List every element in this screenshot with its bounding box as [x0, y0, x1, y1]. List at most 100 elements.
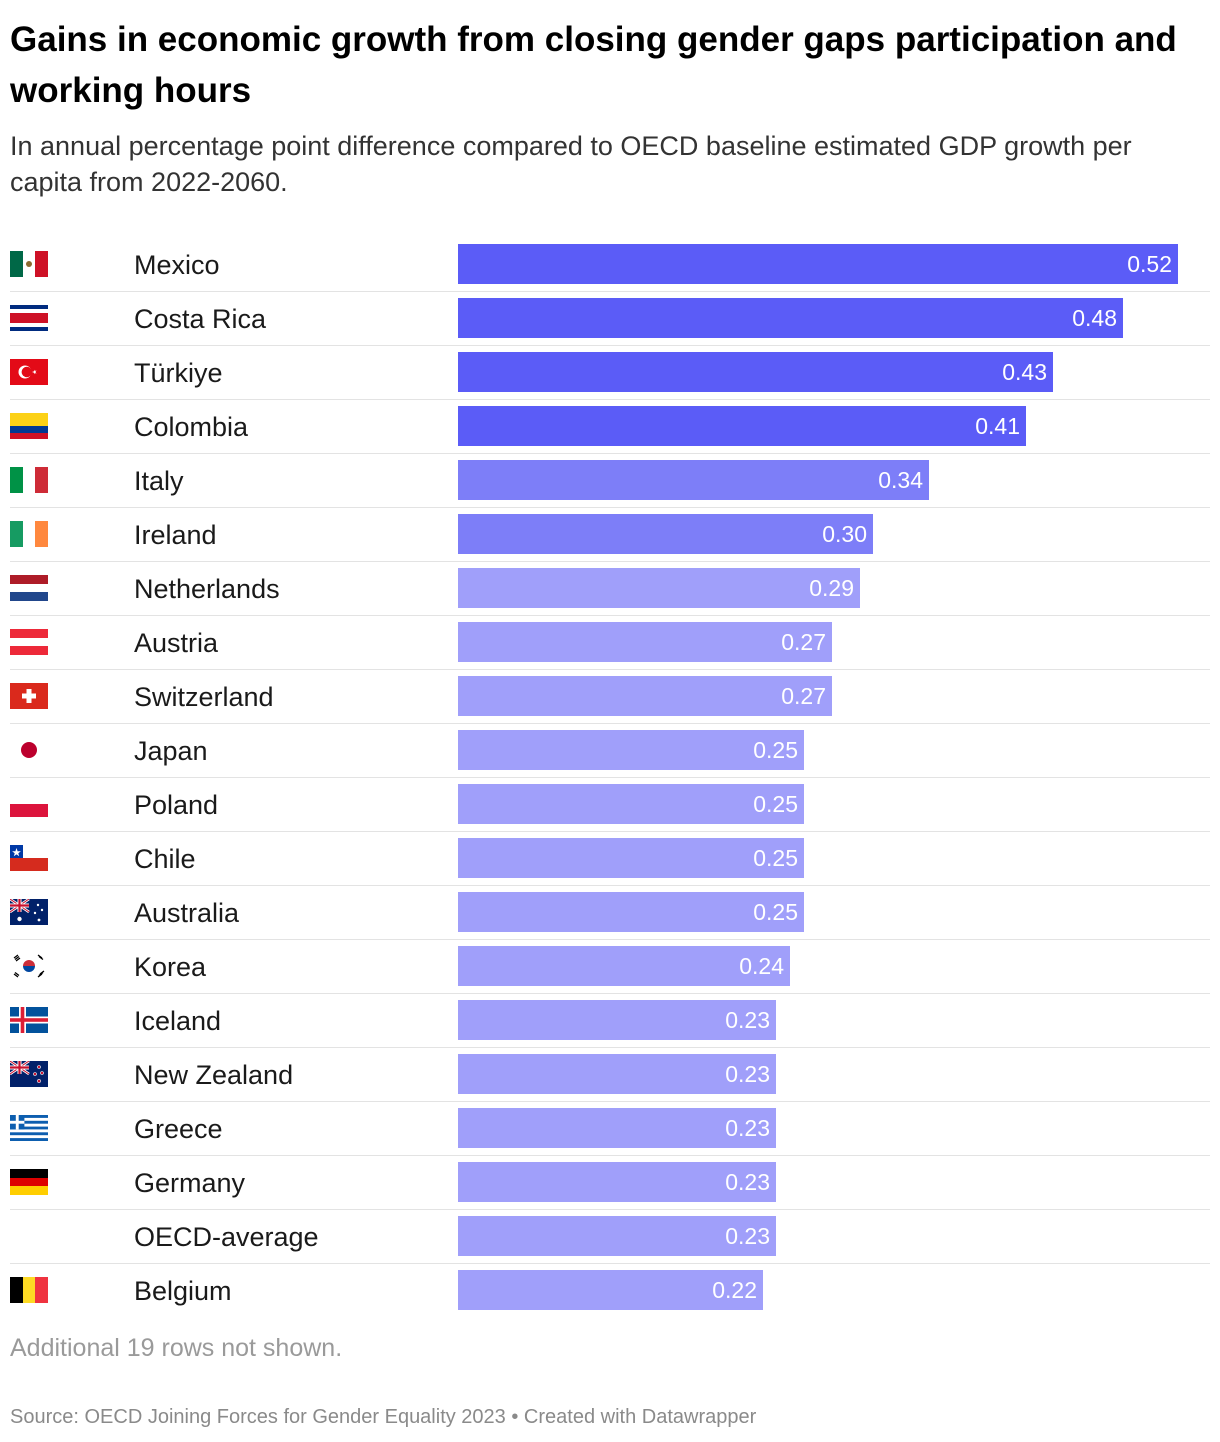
chart-row: Japan 0.25 [10, 724, 1210, 778]
value-label: 0.27 [781, 683, 826, 709]
row-label: Iceland [134, 1006, 222, 1036]
chart-row: Iceland 0.23 [10, 994, 1210, 1048]
bar: 0.29 [458, 568, 860, 608]
greece-flag [10, 1115, 48, 1141]
row-label: Chile [134, 844, 196, 874]
chart-row: Poland 0.25 [10, 778, 1210, 832]
chart-row: Australia 0.25 [9, 886, 1210, 940]
chart-row: Colombia 0.41 [10, 400, 1210, 454]
chart-row: Switzerland 0.27 [10, 670, 1210, 724]
row-label: Japan [134, 736, 208, 766]
chart-row: Netherlands 0.29 [10, 562, 1210, 616]
value-label: 0.22 [712, 1277, 757, 1303]
footnote: Additional 19 rows not shown. [10, 1334, 343, 1362]
row-label: Italy [134, 466, 184, 496]
bar: 0.22 [458, 1270, 763, 1310]
bar: 0.23 [458, 1216, 776, 1256]
chart-row: Mexico 0.52 [10, 238, 1210, 292]
bar: 0.25 [458, 838, 804, 878]
row-label: Ireland [134, 520, 217, 550]
korea-flag [10, 953, 48, 979]
bar: 0.34 [458, 460, 929, 500]
value-label: 0.34 [878, 467, 923, 493]
row-label: Mexico [134, 250, 220, 280]
iceland-flag [10, 1007, 48, 1033]
bar: 0.23 [458, 1000, 776, 1040]
bar: 0.27 [458, 676, 832, 716]
chart-row: Chile 0.25 [10, 832, 1210, 886]
new-zealand-flag [9, 1059, 48, 1087]
chart-row: Germany 0.23 [10, 1156, 1210, 1210]
row-label: Türkiye [134, 358, 223, 388]
chart-row: Greece 0.23 [10, 1102, 1210, 1156]
bar: 0.23 [458, 1108, 776, 1148]
value-label: 0.52 [1127, 251, 1172, 277]
bar: 0.52 [458, 244, 1178, 284]
japan-flag [10, 737, 48, 763]
row-label: Costa Rica [134, 304, 267, 334]
value-label: 0.30 [822, 521, 867, 547]
australia-flag [9, 897, 48, 925]
costa-rica-flag [10, 305, 48, 331]
poland-flag [10, 791, 48, 817]
bar: 0.25 [458, 892, 804, 932]
chart-row: Ireland 0.30 [10, 508, 1210, 562]
chart-row: Austria 0.27 [10, 616, 1210, 670]
row-label: Greece [134, 1114, 223, 1144]
row-label: Switzerland [134, 682, 274, 712]
value-label: 0.23 [725, 1223, 770, 1249]
ireland-flag [10, 521, 48, 547]
value-label: 0.25 [753, 899, 798, 925]
row-label: Netherlands [134, 574, 280, 604]
italy-flag [10, 467, 48, 493]
value-label: 0.43 [1002, 359, 1047, 385]
mexico-flag [10, 251, 48, 277]
value-label: 0.29 [809, 575, 854, 601]
value-label: 0.27 [781, 629, 826, 655]
colombia-flag [10, 413, 48, 439]
value-label: 0.23 [725, 1169, 770, 1195]
bar: 0.48 [458, 298, 1123, 338]
belgium-flag [10, 1277, 48, 1303]
value-label: 0.41 [975, 413, 1020, 439]
chile-flag [10, 845, 48, 871]
row-label: Korea [134, 952, 207, 982]
bar: 0.25 [458, 784, 804, 824]
chart-subtitle: In annual percentage point difference co… [10, 131, 1132, 197]
row-label: Austria [134, 628, 219, 658]
netherlands-flag [10, 575, 48, 601]
austria-flag [10, 629, 48, 655]
source-credit: Source: OECD Joining Forces for Gender E… [10, 1406, 757, 1428]
value-label: 0.25 [753, 791, 798, 817]
value-label: 0.48 [1072, 305, 1117, 331]
bar: 0.30 [458, 514, 873, 554]
bar: 0.27 [458, 622, 832, 662]
row-label: Belgium [134, 1276, 232, 1306]
value-label: 0.24 [739, 953, 784, 979]
row-label: New Zealand [134, 1060, 294, 1090]
row-label: Colombia [134, 412, 249, 442]
chart-row: Italy 0.34 [10, 454, 1210, 508]
switzerland-flag [10, 683, 48, 709]
bar: 0.23 [458, 1054, 776, 1094]
chart-row: OECD-average 0.23 [10, 1210, 1210, 1264]
value-label: 0.23 [725, 1007, 770, 1033]
row-label: Australia [134, 898, 240, 928]
value-label: 0.25 [753, 845, 798, 871]
value-label: 0.23 [725, 1061, 770, 1087]
chart-row: Costa Rica 0.48 [10, 292, 1210, 346]
bar-chart: Mexico 0.52 Costa Rica 0.48 Türkiye 0.43 Colom… [9, 238, 1210, 1318]
row-label: Poland [134, 790, 219, 820]
chart-row: Türkiye 0.43 [10, 346, 1210, 400]
germany-flag [10, 1169, 48, 1195]
bar: 0.23 [458, 1162, 776, 1202]
value-label: 0.23 [725, 1115, 770, 1141]
bar: 0.41 [458, 406, 1026, 446]
bar: 0.43 [458, 352, 1053, 392]
bar: 0.24 [458, 946, 790, 986]
chart-row: Korea 0.24 [10, 940, 1210, 994]
chart-row: New Zealand 0.23 [9, 1048, 1210, 1102]
row-label: Germany [134, 1168, 246, 1198]
turkiye-flag [10, 359, 48, 385]
chart-title: Gains in economic growth from closing ge… [10, 20, 1177, 110]
